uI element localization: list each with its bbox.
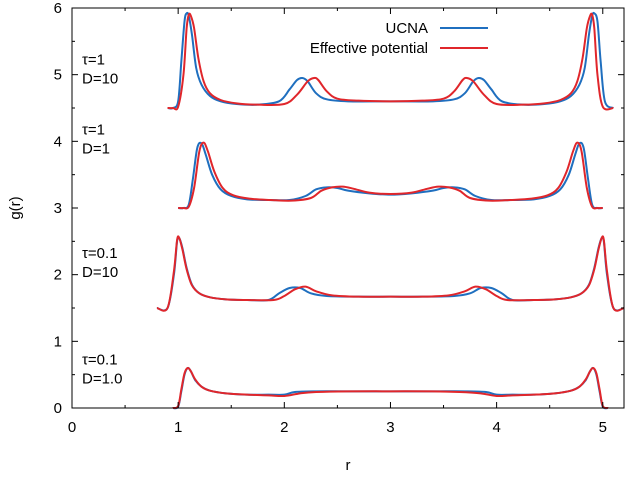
y-axis-label: g(r) — [7, 196, 24, 219]
annotation-line1: τ=0.1 — [82, 352, 118, 369]
legend: UCNA Effective potential — [310, 20, 488, 57]
series-line-effective-potential-panel-3 — [156, 235, 625, 312]
y-tick-label: 5 — [54, 67, 62, 84]
y-tick-label: 1 — [54, 333, 62, 350]
y-axis-ticks: 0 1 2 3 4 5 6 — [54, 0, 624, 417]
x-tick-label: 5 — [599, 419, 607, 436]
annotation-line1: τ=1 — [82, 52, 105, 69]
x-axis-label: r — [346, 457, 351, 474]
x-tick-label: 3 — [386, 419, 394, 436]
annotation-line2: D=10 — [82, 71, 118, 88]
x-axis-ticks: 0 1 2 3 4 5 — [68, 8, 607, 436]
annotation-line2: D=10 — [82, 264, 118, 281]
series-line-effective-potential-panel-4 — [172, 366, 609, 410]
x-tick-label: 4 — [492, 419, 500, 436]
y-tick-label: 6 — [54, 0, 62, 17]
y-tick-label: 2 — [54, 267, 62, 284]
y-tick-label: 0 — [54, 400, 62, 417]
annotation-line1: τ=1 — [82, 122, 105, 139]
series-line-effective-potential-panel-1 — [167, 12, 614, 111]
x-tick-label: 0 — [68, 419, 76, 436]
legend-label: UCNA — [385, 20, 428, 37]
y-tick-label: 4 — [54, 133, 62, 150]
annotation-line2: D=1.0 — [82, 371, 122, 388]
curves — [156, 11, 625, 410]
annotation-line2: D=1 — [82, 141, 110, 158]
panel-annotations: τ=1 D=10 τ=1 D=1 τ=0.1 D=10 τ=0.1 D=1.0 — [82, 52, 122, 388]
x-tick-label: 2 — [280, 419, 288, 436]
x-tick-label: 1 — [174, 419, 182, 436]
legend-label: Effective potential — [310, 40, 428, 57]
annotation-line1: τ=0.1 — [82, 245, 118, 262]
y-tick-label: 3 — [54, 200, 62, 217]
series-line-effective-potential-panel-2 — [178, 141, 603, 210]
